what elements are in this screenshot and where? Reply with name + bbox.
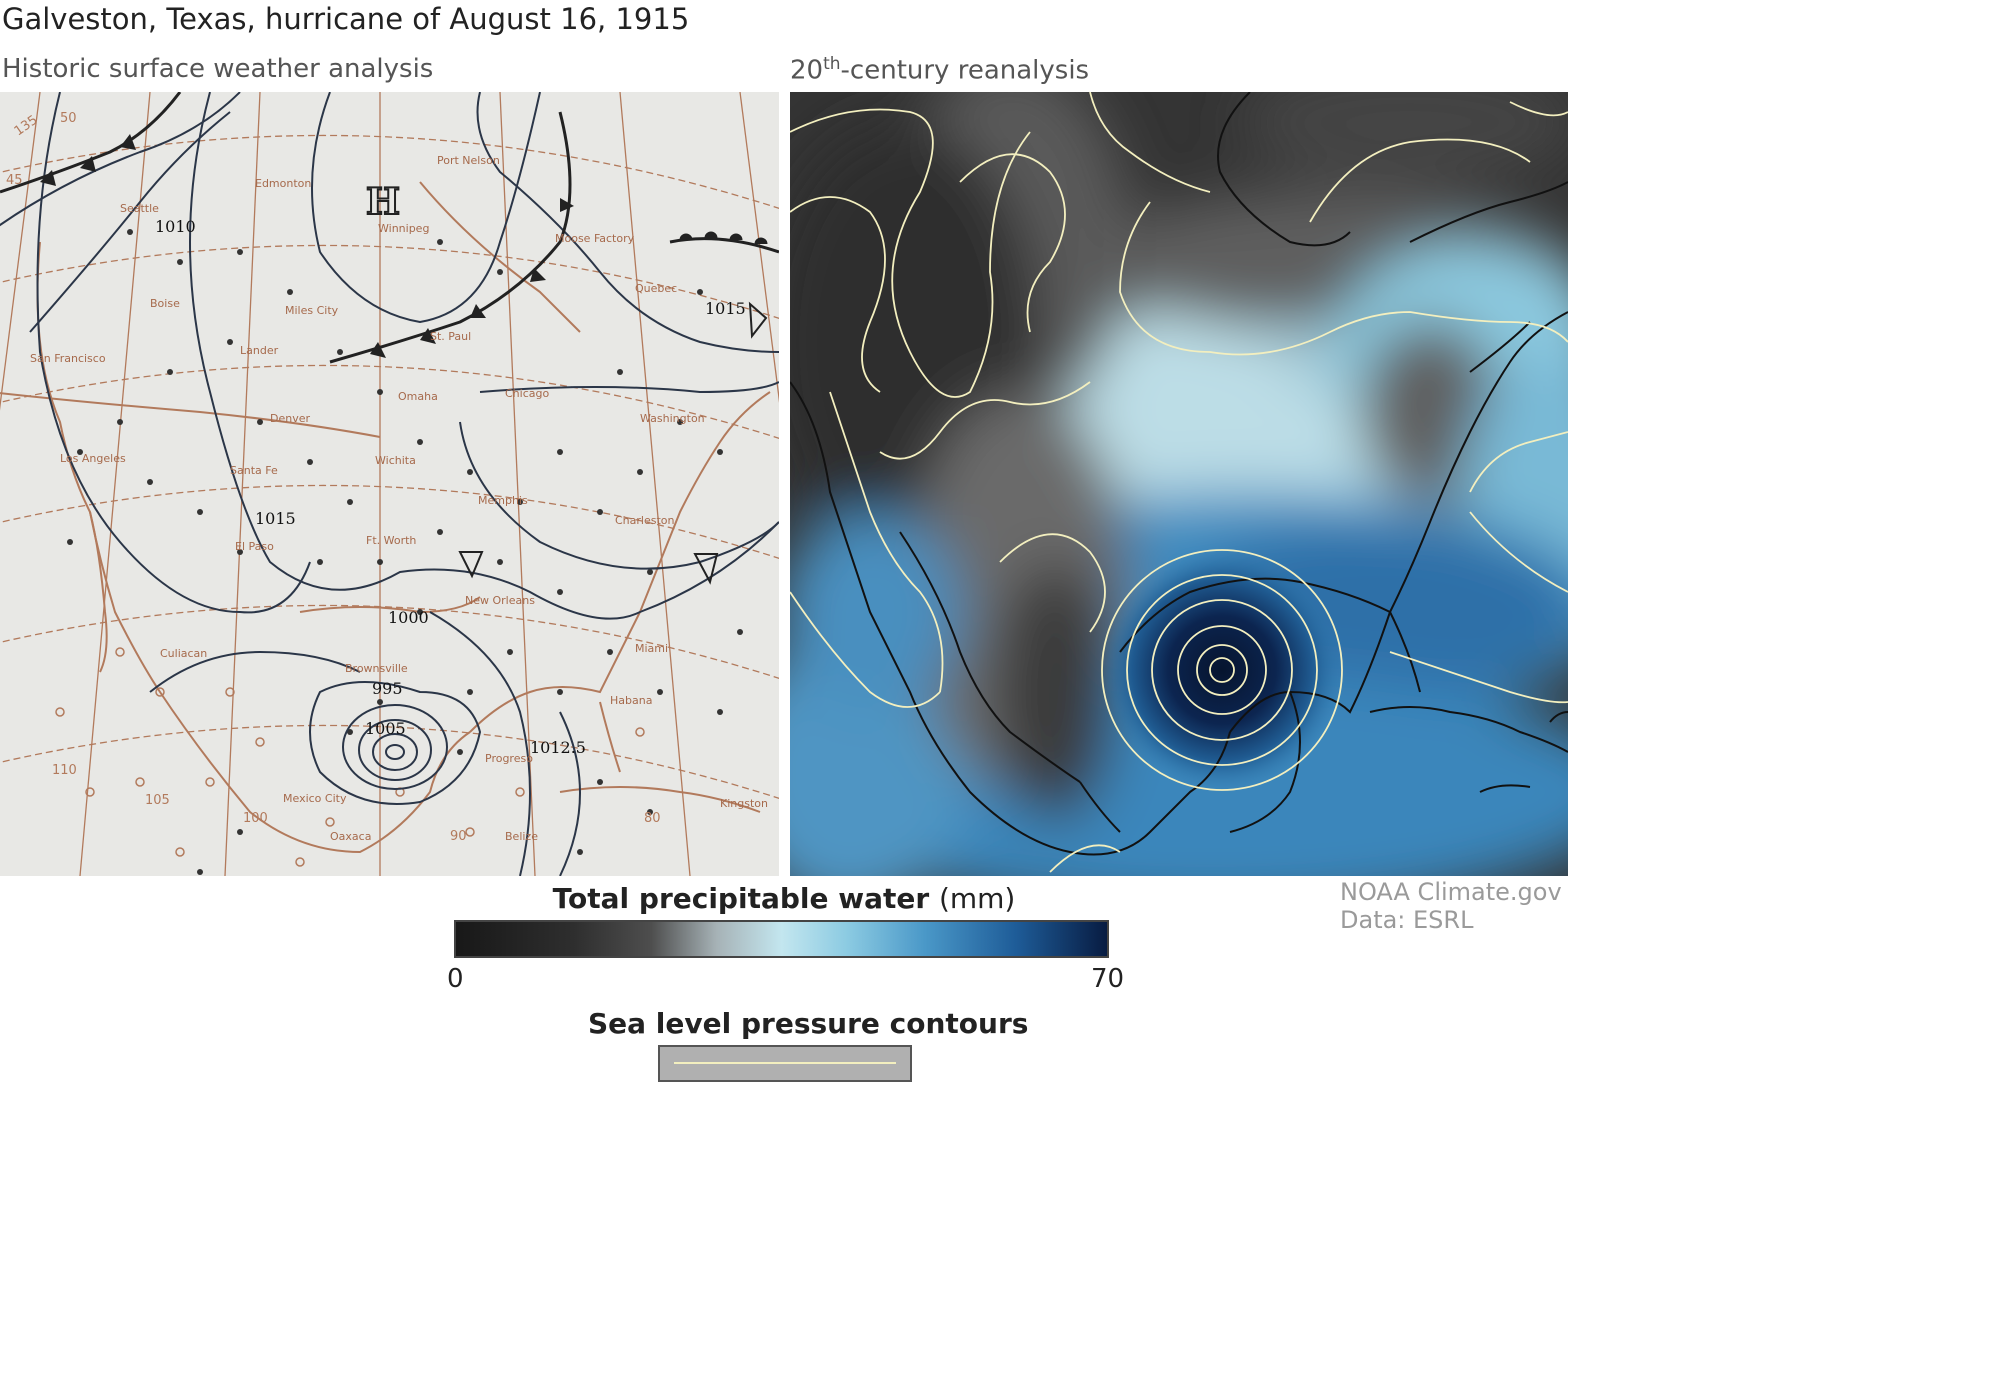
right-subtitle-superscript: th <box>823 54 841 74</box>
legend-title: Total precipitable water (mm) <box>0 882 1568 915</box>
city-label: Moose Factory <box>555 232 635 245</box>
credit-line-1: NOAA Climate.gov <box>1340 878 1562 906</box>
isobar-label: 995 <box>372 679 403 698</box>
contour-line-sample <box>674 1062 896 1064</box>
pressure-contours <box>790 92 1568 873</box>
grid-label: 90 <box>450 829 467 844</box>
city-label: Kingston <box>720 797 768 810</box>
colorbar-max-label: 70 <box>1091 964 1125 994</box>
high-pressure-symbol: H <box>366 181 400 223</box>
figure-title: Galveston, Texas, hurricane of August 16… <box>2 2 690 36</box>
colorbar-min-label: 0 <box>447 964 464 994</box>
grid-label: 100 <box>243 811 268 826</box>
city-label: Mexico City <box>283 792 347 805</box>
city-label: Los Angeles <box>60 452 126 465</box>
city-label: Omaha <box>398 390 438 403</box>
city-label: Ft. Worth <box>366 534 416 547</box>
grid-label: 45 <box>6 173 23 188</box>
grid-label: 80 <box>644 811 661 826</box>
city-label: Quebec <box>635 282 677 295</box>
city-label: Denver <box>270 412 310 425</box>
station-markers <box>55 647 645 867</box>
city-label: El Paso <box>235 540 274 553</box>
city-label: Edmonton <box>255 177 311 190</box>
city-label: Washington <box>640 412 705 425</box>
wind-direction-markers <box>458 301 768 585</box>
city-label: Brownsville <box>345 662 408 675</box>
city-label: Chicago <box>505 387 549 400</box>
city-label: Progreso <box>485 752 533 765</box>
grid-label: 105 <box>145 793 170 808</box>
contour-legend-title: Sea level pressure contours <box>588 1007 1029 1040</box>
city-label: St. Paul <box>430 330 471 343</box>
city-label: Culiacan <box>160 647 207 660</box>
city-label: Seattle <box>120 202 159 215</box>
right-subtitle-rest: -century reanalysis <box>840 55 1090 86</box>
contour-legend-swatch <box>658 1045 912 1082</box>
isobar-label: 1012.5 <box>530 738 586 757</box>
credit-line-2: Data: ESRL <box>1340 906 1474 934</box>
left-panel-subtitle: Historic surface weather analysis <box>2 54 434 84</box>
city-label: Habana <box>610 694 652 707</box>
latitude-lines <box>0 134 779 800</box>
city-label: Lander <box>240 344 279 357</box>
city-label: Memphis <box>478 494 528 507</box>
right-subtitle-number: 20 <box>790 55 824 86</box>
isobar-label: 1015 <box>705 299 746 318</box>
grid-label: 110 <box>52 763 77 778</box>
isobar-label: 1015 <box>255 509 296 528</box>
isobar-labels: 1010 1015 1015 1000 995 1005 1012.5 <box>155 217 746 757</box>
legend-title-text: Total precipitable water <box>552 882 930 915</box>
cold-front <box>0 92 779 364</box>
city-label: Miles City <box>285 304 339 317</box>
legend-unit: (mm) <box>938 882 1016 915</box>
isobars <box>0 92 779 876</box>
city-label: Wichita <box>375 454 416 467</box>
city-labels: Seattle Boise San Francisco Los Angeles … <box>30 154 768 843</box>
city-label: New Orleans <box>465 594 535 607</box>
reanalysis-map-graphic <box>790 92 1568 876</box>
city-label: Santa Fe <box>230 464 278 477</box>
isobar-label: 1000 <box>388 608 429 627</box>
reanalysis-map <box>790 92 1568 876</box>
isobar-label: 1010 <box>155 217 196 236</box>
isobar-label: 1005 <box>365 719 406 738</box>
city-label: Belize <box>505 830 538 843</box>
city-label: San Francisco <box>30 352 106 365</box>
station-plots <box>67 229 743 875</box>
historic-weather-map: H 1010 1015 1015 1000 995 1005 1012.5 13… <box>0 92 779 876</box>
right-panel-subtitle: 20th-century reanalysis <box>790 54 1089 86</box>
city-label: Boise <box>150 297 180 310</box>
city-label: Port Nelson <box>437 154 500 167</box>
city-label: Winnipeg <box>378 222 429 235</box>
reanalysis-coastlines <box>790 92 1568 856</box>
city-label: Miami <box>635 642 668 655</box>
historic-map-graphic: H 1010 1015 1015 1000 995 1005 1012.5 13… <box>0 92 779 876</box>
grid-label: 50 <box>60 111 77 126</box>
city-label: Oaxaca <box>330 830 371 843</box>
city-label: Charleston <box>615 514 675 527</box>
precipitable-water-colorbar <box>454 920 1109 958</box>
